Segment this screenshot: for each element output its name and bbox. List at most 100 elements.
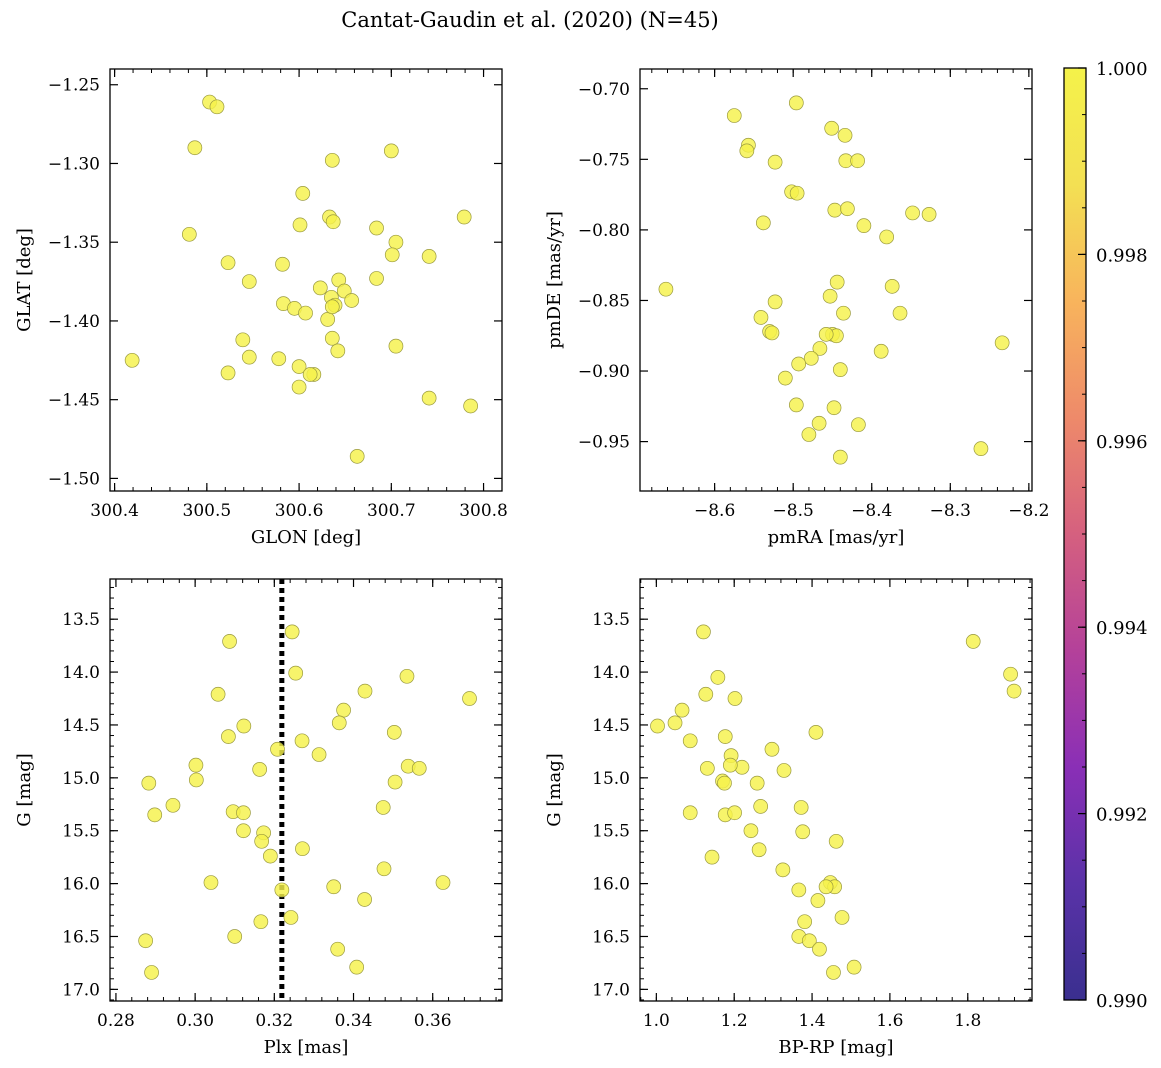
data-point	[294, 733, 310, 749]
data-point	[803, 350, 819, 366]
data-point	[795, 824, 811, 840]
data-point	[791, 882, 807, 898]
data-point	[349, 449, 365, 464]
data-point	[696, 624, 711, 640]
data-point	[832, 449, 848, 465]
colorbar-tick-label: 0.994	[1096, 618, 1148, 639]
y-tick-label: 14.0	[592, 663, 630, 683]
axes-frame	[109, 578, 503, 1002]
x-tick-label: 1.4	[799, 1011, 826, 1031]
y-tick-label: 14.5	[62, 716, 100, 736]
data-point	[421, 249, 437, 264]
x-tick-label: −8.5	[773, 501, 814, 521]
data-point	[388, 338, 404, 354]
data-point	[349, 959, 365, 975]
data-point	[462, 691, 477, 706]
y-axis-label: G [mag]	[14, 753, 35, 826]
data-point	[254, 833, 270, 849]
data-point	[302, 367, 318, 382]
data-point	[235, 332, 251, 348]
y-tick-label: −0.80	[578, 221, 630, 241]
data-point	[357, 683, 373, 699]
data-point	[727, 691, 743, 706]
y-tick-label: 15.5	[592, 822, 630, 842]
y-tick-label: 15.0	[592, 769, 630, 789]
data-point	[384, 247, 400, 263]
y-tick-label: 15.0	[62, 769, 100, 789]
data-point	[650, 718, 665, 734]
data-point	[210, 686, 226, 702]
y-tick-label: −0.95	[578, 433, 630, 453]
data-point	[386, 725, 402, 740]
data-point	[236, 823, 251, 839]
data-point	[227, 929, 243, 944]
panel-glon-glat: 300.4 300.5 300.6 300.7 300.8 −1.25 −1.30 −1.35…	[14, 68, 508, 548]
data-point	[435, 875, 451, 890]
y-tick-label: 16.0	[62, 875, 100, 895]
data-point	[456, 209, 472, 225]
y-tick-label: −0.85	[578, 291, 630, 311]
data-point	[330, 343, 346, 359]
y-axis-label: G [mag]	[544, 753, 565, 826]
y-tick-label: 13.5	[592, 610, 630, 630]
data-point	[399, 668, 415, 684]
data-point	[221, 729, 236, 744]
data-point	[836, 305, 851, 321]
data-point	[369, 220, 384, 236]
data-point	[326, 879, 342, 895]
data-point	[209, 99, 225, 115]
data-point	[284, 624, 300, 640]
data-point	[295, 186, 311, 201]
data-point	[312, 280, 328, 296]
data-point	[344, 293, 360, 308]
panel-pm: −8.6 −8.5 −8.4 −8.3 −8.2 −0.70 −0.75 −0.80 −0.85…	[544, 68, 1049, 548]
data-point	[749, 775, 765, 791]
data-point	[270, 741, 285, 757]
data-point	[188, 772, 204, 788]
data-point	[298, 305, 313, 321]
data-point	[818, 879, 834, 895]
x-tick-label: 1.0	[643, 1011, 670, 1031]
data-point	[383, 143, 399, 159]
data-point	[851, 417, 866, 433]
data-point	[241, 349, 257, 365]
data-point	[767, 294, 783, 310]
data-point	[241, 274, 257, 289]
data-point	[788, 95, 804, 111]
axes-frame	[109, 68, 503, 492]
y-tick-label: 15.5	[62, 822, 100, 842]
data-point	[722, 757, 738, 773]
y-tick-label: −0.75	[578, 150, 630, 170]
data-point	[837, 127, 853, 143]
data-point	[388, 234, 404, 250]
data-point	[793, 800, 809, 815]
data-point	[905, 205, 920, 221]
y-tick-label: −1.50	[48, 469, 100, 489]
data-point	[717, 775, 732, 791]
x-tick-label: 0.28	[97, 1011, 135, 1031]
y-tick-label: −1.35	[48, 233, 100, 253]
data-point	[138, 933, 153, 949]
data-point	[320, 312, 336, 327]
x-tick-label: 0.36	[414, 1011, 452, 1031]
data-point	[463, 398, 478, 414]
data-point	[144, 965, 159, 980]
data-point	[828, 833, 844, 849]
y-tick-label: −0.70	[578, 80, 630, 100]
panel-plx-g: 0.28 0.30 0.32 0.34 0.36 13.5 14.0 14.5 15.0 15.5…	[14, 578, 503, 1058]
data-point	[331, 715, 347, 731]
data-point	[658, 281, 674, 297]
data-point	[203, 875, 219, 890]
y-tick-label: 14.0	[62, 663, 100, 683]
y-tick-label: 17.0	[592, 980, 630, 1000]
y-tick-label: −1.30	[48, 154, 100, 174]
data-point	[753, 799, 769, 814]
x-tick-label: 0.34	[335, 1011, 373, 1031]
data-point	[357, 892, 372, 907]
x-tick-label: 300.5	[183, 501, 232, 521]
data-point	[726, 108, 742, 123]
y-tick-label: 16.5	[62, 927, 100, 947]
y-tick-label: −1.25	[48, 76, 100, 96]
data-point	[797, 914, 813, 930]
